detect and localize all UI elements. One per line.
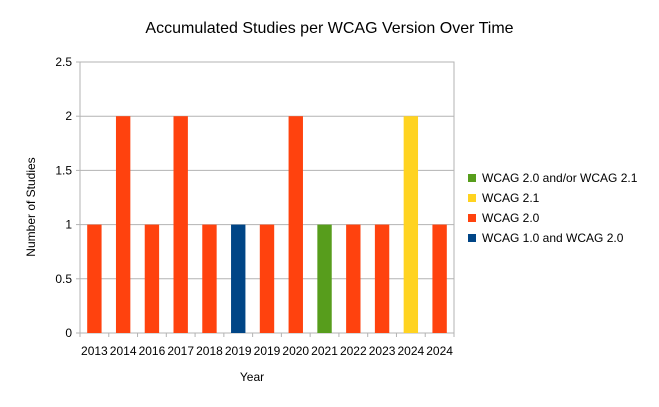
x-tick-label: 2024 [397, 344, 424, 358]
bar [432, 224, 447, 333]
bar [231, 224, 246, 333]
x-tick-label: 2022 [340, 344, 367, 358]
legend-item: WCAG 2.0 and/or WCAG 2.1 [468, 168, 637, 188]
legend-item: WCAG 2.0 [468, 208, 637, 228]
legend-swatch [468, 194, 476, 202]
chart-title: Accumulated Studies per WCAG Version Ove… [145, 20, 514, 37]
legend-label: WCAG 2.1 [482, 191, 540, 205]
bar [202, 224, 217, 333]
bar [173, 116, 188, 333]
x-tick-label: 2019 [254, 344, 281, 358]
legend-item: WCAG 1.0 and WCAG 2.0 [468, 228, 637, 248]
bar [317, 224, 332, 333]
x-tick-label: 2017 [167, 344, 194, 358]
x-tick-label: 2020 [282, 344, 309, 358]
legend-label: WCAG 2.0 and/or WCAG 2.1 [482, 171, 638, 185]
bar [87, 224, 102, 333]
y-tick-label: 1.5 [55, 163, 72, 177]
legend-swatch [468, 234, 476, 242]
bar [346, 224, 361, 333]
x-tick-label: 2024 [426, 344, 453, 358]
y-tick-label: 0 [65, 326, 72, 340]
y-axis-label: Number of Studies [24, 157, 38, 257]
x-axis-label: Year [239, 370, 265, 384]
bar [288, 116, 303, 333]
x-tick-label: 2014 [110, 344, 137, 358]
y-tick-label: 1 [65, 218, 72, 232]
legend: WCAG 2.0 and/or WCAG 2.1 WCAG 2.1 WCAG 2.0… [468, 168, 637, 248]
bar [374, 224, 390, 333]
x-tick-label: 2019 [225, 344, 252, 358]
legend-label: WCAG 1.0 and WCAG 2.0 [482, 231, 624, 245]
x-tick-label: 2016 [139, 344, 166, 358]
legend-swatch [468, 174, 476, 182]
x-tick-label: 2013 [81, 344, 108, 358]
legend-item: WCAG 2.1 [468, 188, 637, 208]
bar [115, 116, 131, 333]
y-tick-label: 2 [65, 109, 72, 123]
y-tick-label: 0.5 [55, 272, 72, 286]
x-tick-label: 2018 [196, 344, 223, 358]
legend-swatch [468, 214, 476, 222]
bar [144, 224, 160, 333]
y-tick-label: 2.5 [55, 55, 72, 69]
bar [403, 116, 419, 333]
x-tick-label: 2021 [311, 344, 338, 358]
x-tick-label: 2023 [369, 344, 396, 358]
bar [259, 224, 275, 333]
legend-label: WCAG 2.0 [482, 211, 540, 225]
